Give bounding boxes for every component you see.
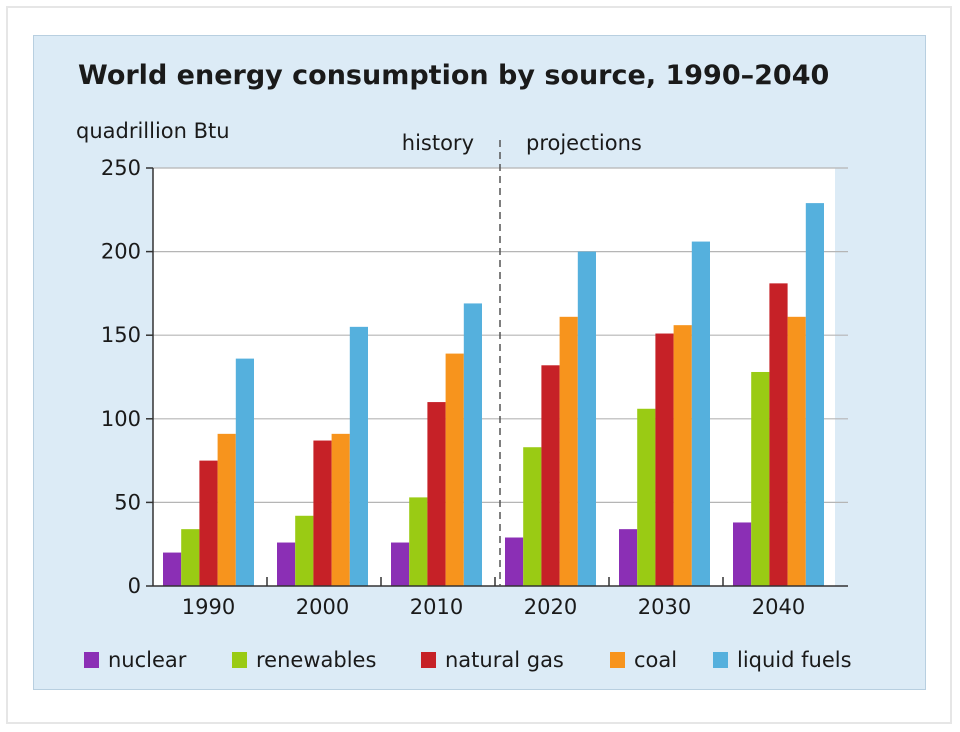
legend-swatch-coal [610, 652, 625, 668]
legend-label-liquid-fuels: liquid fuels [737, 648, 852, 672]
bar-nuclear [619, 529, 638, 586]
legend-swatch-liquid-fuels [713, 652, 728, 668]
bar-renewables [637, 408, 656, 586]
legend-label-natural-gas: natural gas [445, 648, 564, 672]
projections-label: projections [526, 131, 642, 155]
y-tick-label: 150 [101, 323, 141, 347]
y-ticks: 0 50 100 150 200 250 [101, 156, 153, 598]
y-tick-label: 250 [101, 156, 141, 180]
bar-coal [673, 325, 692, 586]
bar-nuclear [163, 552, 182, 586]
bar-coal [217, 433, 236, 586]
legend-swatch-natural-gas [421, 652, 436, 668]
x-ticks: 1990 2000 2010 2020 2030 2040 [182, 577, 805, 619]
bar-liquid-fuels [577, 251, 596, 586]
bar-natural-gas [655, 333, 674, 586]
bar-natural-gas [769, 283, 788, 586]
y-tick-label: 50 [114, 490, 141, 514]
plot-area [153, 168, 835, 586]
bar-liquid-fuels [805, 203, 824, 586]
legend-label-renewables: renewables [256, 648, 376, 672]
x-tick-label: 2000 [296, 595, 349, 619]
bar-natural-gas [541, 365, 560, 586]
bars [163, 203, 824, 586]
history-label: history [402, 131, 474, 155]
bar-renewables [409, 497, 428, 586]
y-axis-label: quadrillion Btu [76, 119, 230, 143]
bar-coal [787, 316, 806, 586]
bar-renewables [523, 447, 542, 586]
legend: nuclear renewables natural gas coal liquid f… [84, 648, 852, 672]
bar-coal [445, 353, 464, 586]
y-tick-label: 200 [101, 240, 141, 264]
bar-liquid-fuels [235, 358, 254, 586]
bar-natural-gas [199, 460, 218, 586]
bar-natural-gas [427, 402, 446, 586]
bar-liquid-fuels [349, 326, 368, 586]
legend-label-nuclear: nuclear [108, 648, 187, 672]
x-tick-label: 2020 [524, 595, 577, 619]
bar-nuclear [505, 537, 524, 586]
y-tick-label: 100 [101, 407, 141, 431]
bar-natural-gas [313, 440, 332, 586]
bar-liquid-fuels [463, 303, 482, 586]
legend-label-coal: coal [634, 648, 677, 672]
bar-coal [559, 316, 578, 586]
bar-nuclear [391, 542, 410, 586]
chart-title: World energy consumption by source, 1990… [78, 60, 829, 91]
x-tick-label: 1990 [182, 595, 235, 619]
x-tick-label: 2010 [410, 595, 463, 619]
bar-renewables [181, 529, 200, 586]
bar-nuclear [733, 522, 752, 586]
bar-renewables [751, 371, 770, 586]
bar-coal [331, 433, 350, 586]
bar-liquid-fuels [691, 241, 710, 586]
legend-swatch-nuclear [84, 652, 99, 668]
y-tick-label: 0 [128, 574, 141, 598]
axes [152, 140, 848, 587]
bar-nuclear [277, 542, 296, 586]
x-tick-label: 2030 [638, 595, 691, 619]
bar-renewables [295, 515, 314, 586]
legend-swatch-renewables [232, 652, 247, 668]
x-tick-label: 2040 [752, 595, 805, 619]
